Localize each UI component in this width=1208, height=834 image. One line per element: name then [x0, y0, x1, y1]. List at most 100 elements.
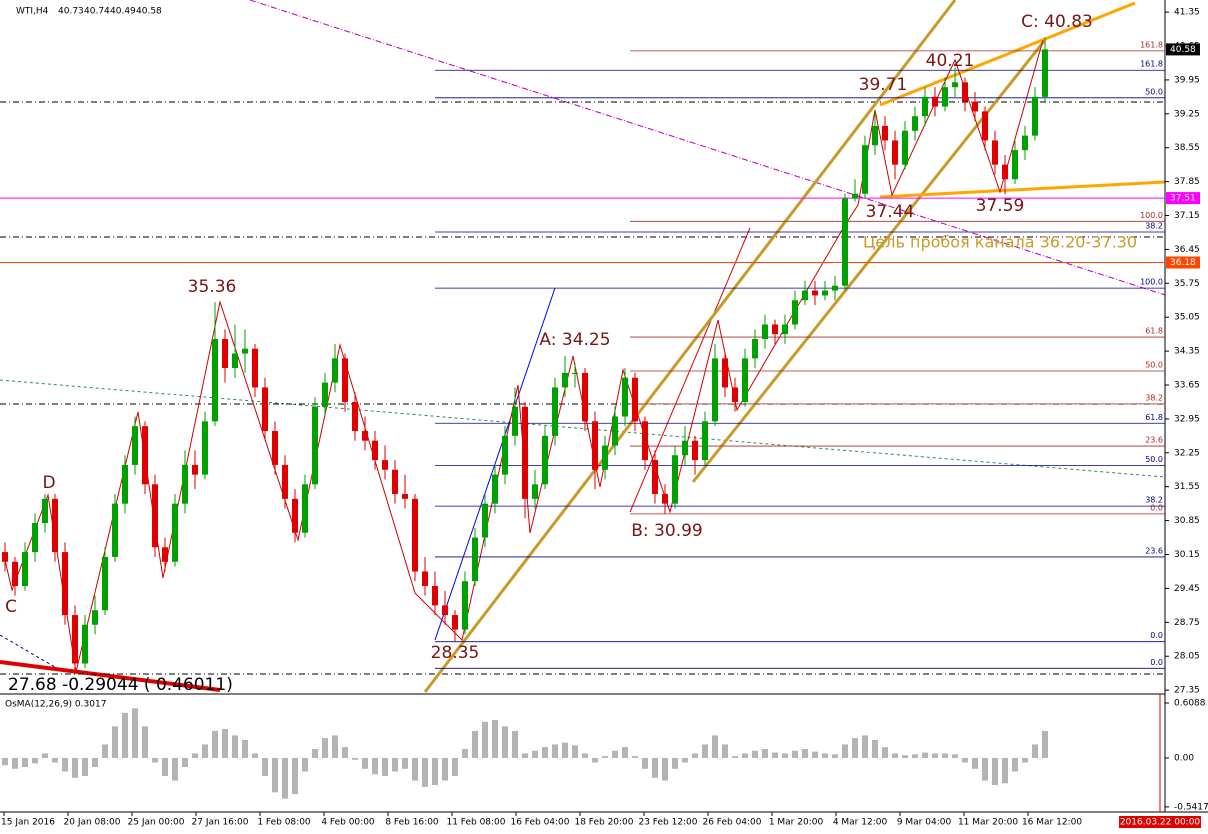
candle-body — [1022, 135, 1028, 151]
osma-bar — [842, 744, 848, 758]
osma-bar — [312, 748, 318, 758]
osma-bar — [1012, 757, 1018, 772]
osma-bar — [642, 757, 648, 769]
osma-bar — [872, 739, 878, 758]
osma-bar — [992, 757, 998, 786]
osma-bar — [882, 747, 888, 758]
candle-body — [492, 474, 498, 504]
y-tick-label: 36.45 — [1174, 245, 1200, 255]
candle-body — [2, 552, 8, 562]
osma-bar — [402, 757, 408, 769]
candle-body — [302, 484, 308, 533]
osma-bar — [12, 757, 18, 769]
osma-bar — [412, 757, 418, 781]
osma-bar — [972, 757, 978, 769]
candle-body — [322, 382, 328, 407]
candle-body — [622, 377, 628, 417]
osma-bar — [142, 726, 148, 758]
osma-bar — [712, 735, 718, 758]
osma-tick-label: -0.5417 — [1174, 802, 1208, 812]
candle-body — [732, 387, 738, 402]
osma-bar — [362, 757, 368, 769]
osma-bar — [932, 753, 938, 758]
fib-label: 23.6 — [1145, 546, 1163, 555]
candle-body — [92, 610, 98, 625]
osma-bar — [622, 747, 628, 758]
candle-body — [332, 358, 338, 383]
osma-bar — [832, 754, 838, 758]
candle-body — [722, 358, 728, 388]
candle-body — [172, 503, 178, 562]
candle-body — [102, 556, 108, 611]
candle-body — [352, 401, 358, 432]
x-tick-label: 16 Mar 12:00 — [1022, 818, 1082, 828]
candle-body — [662, 493, 668, 504]
candle-body — [702, 421, 708, 461]
candle-body — [582, 372, 588, 422]
osma-bar — [172, 757, 178, 781]
candle-body — [432, 586, 438, 606]
y-tick-label: 28.05 — [1174, 652, 1200, 662]
candle-body — [362, 431, 368, 441]
osma-bar — [812, 751, 818, 758]
price-label-box — [1166, 43, 1200, 56]
candle-body — [552, 387, 558, 436]
y-tick-label: 39.25 — [1174, 109, 1200, 119]
price-label: 37.51 — [1170, 194, 1196, 204]
x-tick-label: 8 Feb 16:00 — [385, 818, 439, 828]
price-label: 40.58 — [1170, 45, 1196, 55]
osma-bar — [62, 757, 68, 772]
osma-bar — [1042, 730, 1048, 758]
osma-bar — [122, 712, 128, 758]
osma-bar — [192, 753, 198, 758]
osma-bar — [902, 755, 908, 758]
candle-body — [872, 125, 878, 146]
candle-body — [572, 372, 578, 374]
candle-body — [442, 605, 448, 616]
candle-body — [612, 416, 618, 446]
y-tick-label: 35.75 — [1174, 279, 1200, 289]
osma-bar — [582, 753, 588, 758]
candle-body — [252, 348, 258, 388]
x-tick-label: 15 Jan 2016 — [1, 818, 55, 828]
annotation: 40.21 — [926, 51, 975, 71]
osma-bar — [782, 753, 788, 758]
candle-body — [262, 387, 268, 432]
x-tick-label: 26 Feb 04:00 — [702, 818, 761, 828]
osma-bar — [92, 757, 98, 768]
x-tick-label: 20 Jan 08:00 — [64, 818, 121, 828]
x-tick-label: 27 Jan 16:00 — [192, 818, 249, 828]
candle-body — [32, 523, 38, 553]
candle-body — [782, 324, 788, 335]
price-label: 36.18 — [1170, 258, 1196, 268]
osma-bar — [72, 757, 78, 778]
osma-bar — [82, 757, 88, 777]
candle-body — [712, 358, 718, 422]
y-tick-label: 32.25 — [1174, 448, 1200, 458]
target-text: Цель пробоя канала 36.20-37.30 — [863, 233, 1137, 252]
candle-body — [412, 498, 418, 572]
x-tick-label: 11 Mar 20:00 — [958, 818, 1018, 828]
candle-body — [372, 440, 378, 461]
osma-bar — [102, 744, 108, 758]
osma-bar — [352, 757, 358, 760]
y-tick-label: 33.65 — [1174, 381, 1200, 391]
y-tick-label: 32.95 — [1174, 414, 1200, 424]
osma-bar — [1022, 757, 1028, 763]
candle-body — [922, 96, 928, 117]
candle-body — [692, 440, 698, 461]
y-tick-label: 29.45 — [1174, 584, 1200, 594]
osma-bar — [262, 757, 268, 777]
candle-body — [592, 421, 598, 470]
osma-bar — [482, 721, 488, 758]
osma-bar — [342, 747, 348, 758]
trend-line — [0, 379, 1166, 478]
osma-bar — [762, 748, 768, 758]
candle-body — [502, 435, 508, 475]
candle-body — [402, 493, 408, 499]
osma-bar — [852, 738, 858, 758]
osma-bar — [452, 757, 458, 777]
osma-bar — [562, 742, 568, 758]
candle-body — [522, 406, 528, 499]
annotation: A: 34.25 — [539, 330, 610, 350]
